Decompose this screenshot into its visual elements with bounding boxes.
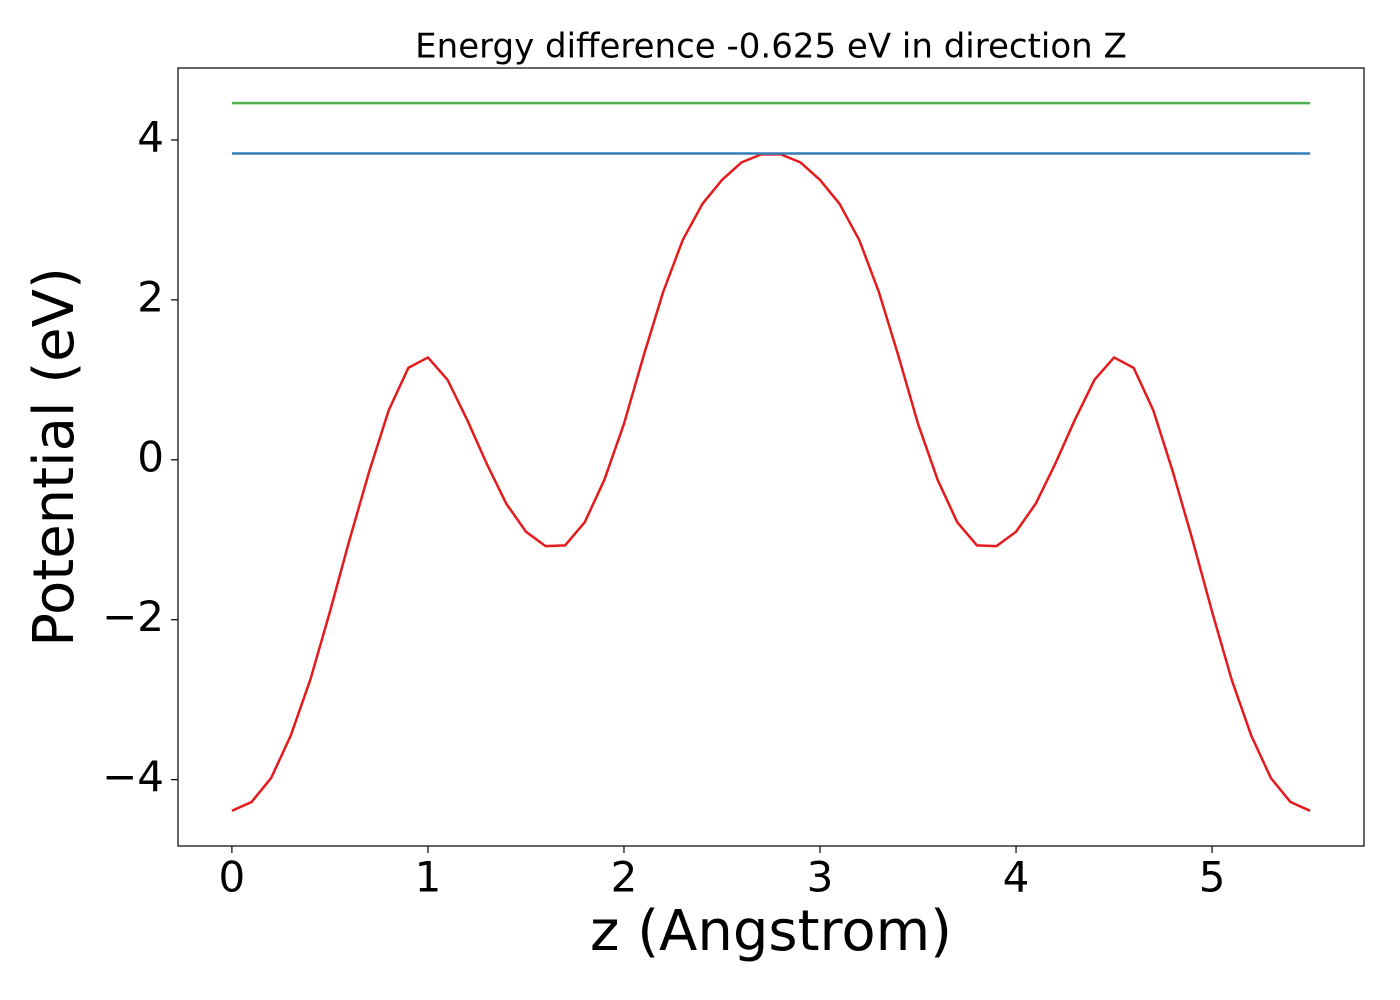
x-tick-label: 0 <box>219 853 246 902</box>
series-line <box>231 153 1311 812</box>
x-tick-label: 2 <box>611 853 638 902</box>
y-tick-label: −4 <box>102 752 164 801</box>
y-axis-label: Potential (eV) <box>22 267 87 647</box>
plot-frame <box>177 67 1365 847</box>
y-tick-label: 0 <box>137 432 164 481</box>
y-tick-label: 4 <box>137 112 164 161</box>
x-tick-label: 5 <box>1199 853 1226 902</box>
x-axis-label: z (Angstrom) <box>590 899 952 964</box>
chart-title: Energy difference -0.625 eV in direction… <box>415 27 1127 67</box>
y-tick-label: −2 <box>102 592 164 641</box>
x-tick-label: 3 <box>807 853 834 902</box>
x-tick-label: 4 <box>1003 853 1030 902</box>
y-tick-label: 2 <box>137 272 164 321</box>
x-tick-label: 1 <box>415 853 442 902</box>
